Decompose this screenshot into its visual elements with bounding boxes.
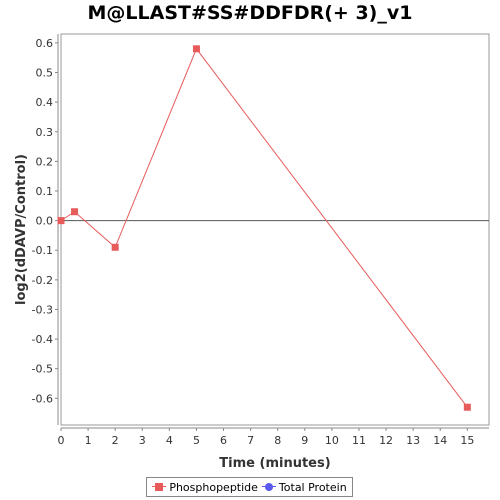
- square-marker-icon: [152, 482, 167, 492]
- y-tick-label: 0.3: [36, 126, 54, 139]
- x-tick-label: 5: [193, 434, 200, 447]
- y-tick-label: 0.0: [36, 215, 54, 228]
- legend-label: Total Protein: [278, 480, 347, 494]
- data-point: [57, 217, 65, 225]
- y-axis-label: log2(dDAVP/Control): [14, 154, 29, 305]
- data-point: [463, 403, 471, 411]
- y-tick-label: -0.5: [32, 363, 53, 376]
- y-tick-label: -0.6: [32, 392, 53, 405]
- x-tick-label: 13: [406, 434, 420, 447]
- legend-label: Phosphopeptide: [169, 480, 258, 494]
- x-tick-label: 7: [247, 434, 254, 447]
- y-tick-label: 0.1: [36, 185, 54, 198]
- x-tick-label: 11: [352, 434, 366, 447]
- y-tick-label: 0.4: [36, 96, 54, 109]
- data-point: [71, 208, 79, 216]
- chart-title: M@LLAST#SS#DDFDR(+ 3)_v1: [87, 2, 413, 24]
- y-axis: 0.6 0.5 0.4 0.3 0.2 0.1 0.0 -0.1 -0.2 -0.3 -0.4 -0.…: [32, 34, 59, 425]
- x-tick-label: 0: [58, 434, 65, 447]
- x-axis-label: Time (minutes): [219, 456, 330, 471]
- legend: Phosphopeptide Total Protein: [146, 477, 353, 497]
- x-tick-label: 6: [220, 434, 227, 447]
- x-tick-label: 10: [325, 434, 339, 447]
- y-tick-label: 0.5: [36, 67, 54, 80]
- data-point: [111, 243, 119, 251]
- legend-item-phosphopeptide: Phosphopeptide: [152, 481, 258, 494]
- series-layer: [57, 45, 471, 411]
- y-tick-label: -0.1: [32, 244, 53, 257]
- y-tick-label: 0.2: [36, 155, 54, 168]
- x-tick-label: 12: [379, 434, 393, 447]
- x-tick-label: 8: [274, 434, 281, 447]
- x-tick-label: 2: [112, 434, 119, 447]
- y-tick-label: -0.3: [32, 303, 53, 316]
- data-point: [192, 45, 200, 53]
- circle-marker-icon: [261, 482, 276, 492]
- plot-area: [60, 33, 490, 426]
- x-tick-label: 3: [139, 434, 146, 447]
- x-tick-label: 9: [301, 434, 308, 447]
- x-tick-label: 14: [433, 434, 447, 447]
- y-tick-label: 0.6: [36, 37, 54, 50]
- x-tick-label: 1: [85, 434, 92, 447]
- x-tick-label: 4: [166, 434, 173, 447]
- x-axis: 0 1 2 3 4 5 6 7 8 9 10 11 12 13 14 15: [58, 427, 489, 447]
- y-tick-label: -0.2: [32, 274, 53, 287]
- legend-item-total-protein: Total Protein: [261, 480, 347, 494]
- y-tick-label: -0.4: [32, 333, 53, 346]
- x-tick-label: 15: [460, 434, 474, 447]
